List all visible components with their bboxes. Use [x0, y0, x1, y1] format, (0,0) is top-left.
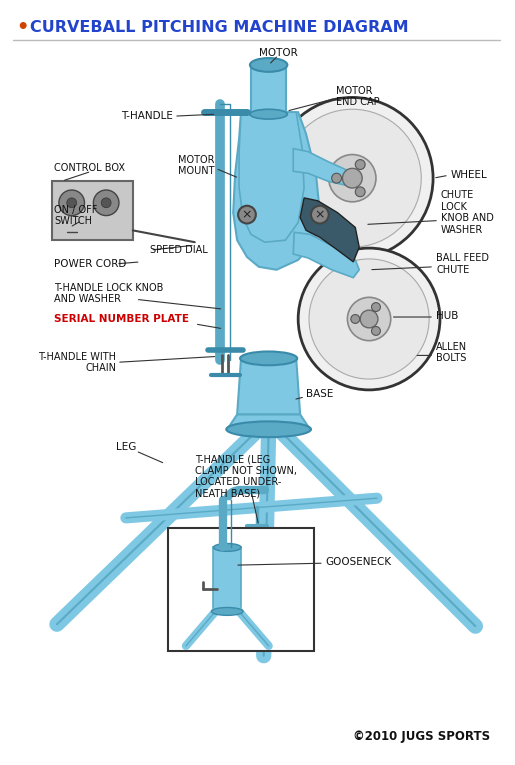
Circle shape: [101, 198, 111, 208]
Text: HUB: HUB: [436, 311, 458, 321]
Circle shape: [309, 259, 429, 379]
Polygon shape: [300, 198, 359, 262]
Text: SPEED DIAL: SPEED DIAL: [150, 245, 208, 255]
Text: •: •: [16, 18, 29, 37]
Text: MOTOR
END CAP: MOTOR END CAP: [336, 86, 379, 107]
Text: BASE: BASE: [306, 389, 333, 399]
Text: CHUTE
LOCK
KNOB AND
WASHER: CHUTE LOCK KNOB AND WASHER: [441, 190, 494, 235]
Text: WHEEL: WHEEL: [451, 171, 488, 181]
Text: MOTOR: MOTOR: [259, 48, 298, 58]
Circle shape: [93, 190, 119, 216]
Text: MOTOR
MOUNT: MOTOR MOUNT: [178, 155, 214, 176]
Text: T-HANDLE LOCK KNOB
AND WASHER: T-HANDLE LOCK KNOB AND WASHER: [54, 282, 163, 304]
Text: LEG: LEG: [116, 442, 136, 452]
Text: CURVEBALL PITCHING MACHINE DIAGRAM: CURVEBALL PITCHING MACHINE DIAGRAM: [30, 20, 409, 35]
Circle shape: [67, 198, 77, 208]
Circle shape: [371, 303, 381, 311]
Ellipse shape: [212, 607, 243, 615]
Polygon shape: [227, 415, 310, 429]
Circle shape: [238, 206, 256, 223]
Text: GOOSENECK: GOOSENECK: [326, 557, 392, 567]
Polygon shape: [293, 148, 352, 186]
Polygon shape: [293, 233, 359, 278]
Bar: [214, 548, 241, 611]
Circle shape: [355, 160, 365, 170]
Circle shape: [332, 173, 341, 183]
Circle shape: [271, 97, 433, 259]
Text: T-HANDLE WITH
CHAIN: T-HANDLE WITH CHAIN: [38, 351, 116, 373]
Circle shape: [351, 314, 359, 324]
Polygon shape: [233, 112, 320, 270]
Bar: [168, 528, 314, 651]
Polygon shape: [251, 65, 286, 114]
Ellipse shape: [240, 351, 297, 365]
Text: T-HANDLE (LEG
CLAMP NOT SHOWN,
LOCATED UNDER-
NEATH BASE): T-HANDLE (LEG CLAMP NOT SHOWN, LOCATED U…: [195, 454, 297, 499]
Circle shape: [329, 155, 376, 202]
Polygon shape: [237, 358, 300, 415]
Ellipse shape: [226, 422, 311, 437]
Circle shape: [311, 206, 329, 223]
Circle shape: [348, 298, 391, 340]
Polygon shape: [239, 112, 304, 243]
Circle shape: [371, 327, 381, 335]
Circle shape: [283, 109, 421, 247]
Text: SERIAL NUMBER PLATE: SERIAL NUMBER PLATE: [54, 314, 189, 324]
Circle shape: [59, 190, 84, 216]
Text: ©2010 JUGS SPORTS: ©2010 JUGS SPORTS: [353, 730, 490, 743]
Circle shape: [355, 187, 365, 197]
Text: ON / OFF
SWITCH: ON / OFF SWITCH: [54, 205, 97, 226]
Circle shape: [298, 248, 440, 390]
Circle shape: [360, 310, 378, 328]
Text: CONTROL BOX: CONTROL BOX: [54, 164, 125, 174]
Text: ×: ×: [242, 208, 252, 221]
Text: POWER CORD: POWER CORD: [54, 259, 126, 269]
Text: ×: ×: [315, 208, 325, 221]
Text: T-HANDLE: T-HANDLE: [121, 111, 173, 121]
Text: BALL FEED
CHUTE: BALL FEED CHUTE: [436, 253, 489, 275]
Ellipse shape: [250, 58, 287, 72]
Circle shape: [342, 168, 362, 188]
Ellipse shape: [250, 109, 287, 119]
Text: ALLEN
BOLTS: ALLEN BOLTS: [436, 342, 467, 363]
Ellipse shape: [214, 543, 241, 552]
Bar: [52, 181, 133, 240]
